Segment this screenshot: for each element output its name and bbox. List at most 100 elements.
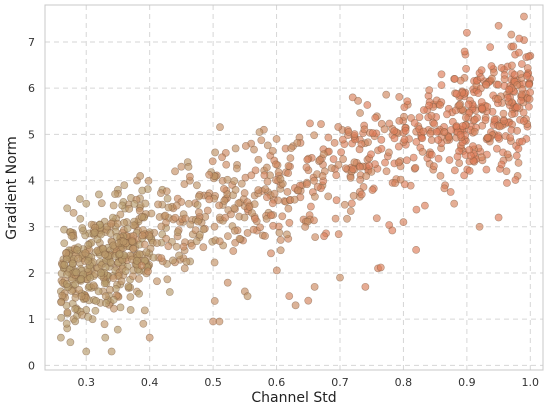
scatter-point — [230, 226, 239, 235]
scatter-point — [205, 195, 214, 204]
scatter-point — [508, 61, 516, 70]
scatter-point — [525, 95, 534, 104]
scatter-point — [520, 12, 528, 21]
scatter-point — [332, 196, 341, 205]
scatter-point — [66, 338, 75, 347]
scatter-point — [483, 133, 492, 142]
scatter-point — [220, 196, 229, 205]
scatter-point — [215, 317, 224, 326]
scatter-point — [240, 189, 249, 197]
scatter-point — [324, 192, 333, 201]
scatter-point — [382, 90, 391, 99]
y-tick-label: 4 — [28, 175, 35, 188]
scatter-point — [251, 166, 260, 175]
scatter-point — [63, 204, 72, 213]
scatter-point — [356, 109, 364, 117]
scatter-point — [377, 144, 386, 153]
scatter-point — [67, 232, 76, 240]
scatter-point — [502, 167, 511, 176]
scatter-point — [69, 209, 78, 217]
scatter-point — [436, 171, 445, 180]
scatter-point — [495, 122, 504, 131]
scatter-point — [137, 261, 146, 270]
y-tick-label: 6 — [28, 82, 35, 95]
scatter-point — [474, 89, 483, 98]
scatter-point — [437, 81, 446, 90]
scatter-point — [367, 150, 375, 159]
scatter-point — [262, 193, 271, 202]
scatter-point — [430, 119, 439, 128]
scatter-point — [349, 191, 358, 200]
scatter-point — [171, 213, 180, 222]
scatter-point — [173, 228, 182, 237]
scatter-point — [118, 201, 127, 210]
scatter-point — [231, 185, 240, 194]
scatter-point — [514, 158, 523, 167]
scatter-point — [306, 119, 314, 128]
scatter-point — [100, 250, 109, 259]
scatter-point — [205, 170, 214, 179]
scatter-point — [56, 333, 65, 342]
scatter-point — [263, 141, 272, 150]
scatter-point — [135, 289, 144, 298]
scatter-point — [276, 175, 285, 183]
scatter-point — [94, 287, 103, 296]
scatter-point — [361, 282, 370, 291]
scatter-point — [334, 123, 343, 131]
scatter-point — [434, 154, 443, 163]
scatter-point — [250, 145, 258, 154]
scatter-point — [125, 204, 134, 213]
scatter-point — [388, 226, 397, 235]
scatter-point — [340, 200, 349, 209]
scatter-point — [116, 303, 125, 312]
scatter-point — [107, 347, 116, 356]
scatter-point — [135, 250, 144, 259]
scatter-point — [276, 246, 285, 255]
scatter-point — [58, 291, 67, 300]
scatter-point — [243, 229, 252, 237]
scatter-point — [268, 146, 277, 155]
scatter-point — [512, 151, 521, 160]
scatter-point — [365, 161, 374, 170]
scatter-point — [120, 181, 129, 190]
scatter-point — [436, 101, 444, 109]
scatter-point — [76, 214, 85, 223]
scatter-point — [500, 75, 509, 84]
scatter-point — [241, 142, 250, 150]
scatter-point — [276, 236, 285, 244]
scatter-point — [461, 113, 470, 122]
scatter-point — [192, 237, 201, 246]
scatter-point — [100, 320, 109, 329]
scatter-point — [186, 220, 195, 229]
scatter-point — [194, 217, 202, 226]
scatter-point — [477, 66, 486, 75]
scatter-point — [92, 297, 101, 305]
scatter-point — [157, 254, 166, 263]
scatter-point — [141, 199, 150, 208]
scatter-point — [364, 138, 372, 147]
points-layer — [56, 12, 535, 356]
scatter-point — [458, 122, 467, 130]
scatter-point — [227, 210, 235, 219]
scatter-point — [185, 172, 194, 181]
scatter-point — [400, 135, 409, 144]
scatter-point — [181, 214, 190, 223]
scatter-point — [411, 163, 420, 172]
scatter-point — [68, 259, 77, 268]
scatter-point — [507, 30, 516, 39]
scatter-point — [334, 160, 343, 169]
scatter-point — [329, 155, 338, 164]
scatter-point — [446, 188, 455, 196]
scatter-point — [331, 214, 340, 223]
scatter-point — [427, 150, 436, 159]
scatter-point — [354, 96, 362, 105]
scatter-point — [101, 292, 110, 301]
scatter-point — [524, 102, 533, 111]
scatter-point — [164, 242, 173, 251]
scatter-point — [210, 222, 219, 231]
scatter-point — [494, 95, 503, 104]
scatter-point — [283, 230, 291, 239]
x-tick-label: 1.0 — [522, 376, 540, 389]
scatter-point — [275, 228, 284, 237]
scatter-point — [254, 186, 263, 194]
